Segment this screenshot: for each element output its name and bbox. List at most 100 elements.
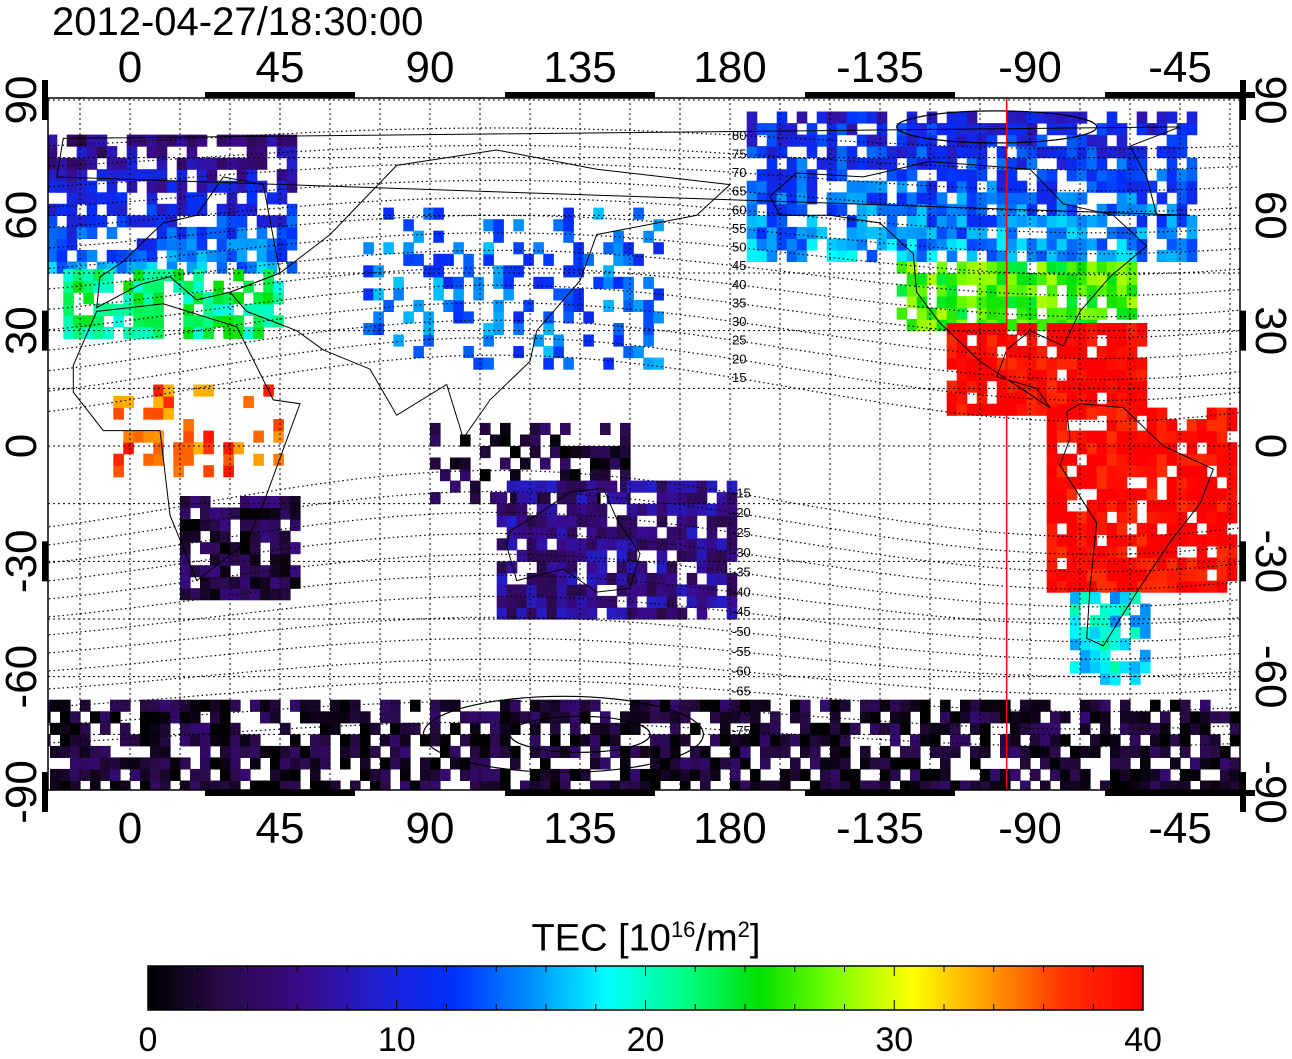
tec-cell (220, 588, 231, 601)
tec-cell (163, 396, 174, 409)
tec-cell (946, 273, 958, 286)
tec-cell (236, 169, 248, 182)
tec-cell (113, 465, 124, 478)
tec-cell (620, 745, 631, 758)
tec-cell (493, 299, 504, 312)
tec-cell (900, 757, 911, 770)
tec-cell (506, 584, 518, 597)
tec-cell (83, 292, 94, 305)
tec-cell (183, 453, 194, 466)
tec-cell (816, 226, 828, 239)
tec-cell (1150, 768, 1161, 781)
tec-cell (820, 722, 831, 735)
tec-cell (696, 503, 708, 516)
tec-cell (626, 607, 638, 620)
tec-cell (193, 442, 204, 455)
tec-cell (563, 299, 574, 312)
tec-cell (676, 492, 688, 505)
tec-cell (1096, 580, 1108, 593)
tec-cell (1016, 192, 1028, 205)
tec-cell (443, 253, 454, 266)
tec-cell (223, 453, 234, 466)
tec-cell (706, 595, 718, 608)
colorbar-tick-label: 30 (875, 1021, 914, 1059)
tec-cell (116, 157, 128, 170)
tec-cell (463, 346, 474, 359)
tec-cell (1086, 557, 1098, 570)
tec-cell (153, 442, 164, 455)
tec-cell (986, 238, 998, 251)
tec-cell (453, 242, 464, 255)
tec-cell (756, 249, 768, 262)
tec-cell (273, 419, 284, 432)
tec-cell (870, 711, 881, 724)
tec-cell (1046, 203, 1058, 216)
tec-cell (48, 215, 58, 228)
tec-cell (880, 768, 891, 781)
tec-cell (1050, 734, 1061, 747)
tec-cell (900, 722, 911, 735)
tec-cell (593, 276, 604, 289)
tec-cell (830, 745, 841, 758)
tec-cell (906, 157, 918, 170)
tec-cell (1066, 203, 1078, 216)
tec-cell (926, 238, 938, 251)
tec-cell (1146, 407, 1158, 420)
tec-cell (63, 280, 74, 293)
tec-cell (1116, 203, 1128, 216)
tec-cell (430, 757, 441, 770)
tec-cell (1046, 249, 1058, 262)
tec-cell (860, 780, 871, 790)
tec-cell (1136, 546, 1148, 559)
tec-cell (643, 334, 654, 347)
tec-cell (570, 722, 581, 735)
tec-cell (653, 311, 664, 324)
tec-cell (1166, 215, 1178, 228)
tec-cell (756, 146, 768, 159)
tec-cell (726, 595, 738, 608)
tec-cell (270, 588, 281, 601)
tec-cell (423, 334, 434, 347)
tec-cell (450, 722, 461, 735)
tec-cell (1116, 284, 1128, 297)
tec-cell (186, 203, 198, 216)
tec-cell (113, 303, 124, 316)
tec-cell (1066, 488, 1078, 501)
tec-cell (1176, 146, 1188, 159)
tec-cell (1010, 745, 1021, 758)
tec-cell (1170, 699, 1181, 712)
tec-cell (403, 219, 414, 232)
tec-cell (886, 226, 898, 239)
tec-cell (960, 699, 971, 712)
tec-cell (80, 768, 91, 781)
tec-cell (966, 403, 978, 416)
tec-cell (226, 238, 238, 251)
tec-cell (50, 768, 61, 781)
tec-cell (1116, 488, 1128, 501)
tec-cell (1106, 273, 1118, 286)
tec-cell (576, 584, 588, 597)
tec-cell (1156, 146, 1168, 159)
tec-cell (480, 422, 491, 435)
tec-cell (66, 226, 78, 239)
tec-cell (253, 303, 264, 316)
tec-cell (1156, 249, 1168, 262)
tec-cell (590, 780, 601, 790)
tec-cell (860, 757, 871, 770)
axis-ticks: 0 45 90 135 180 -135 -90 -450 45 90 135 180 -135 -90-… (0, 43, 1292, 853)
tec-cell (670, 757, 681, 770)
tec-cell (1096, 261, 1108, 274)
lon-tick-top: 0 (118, 43, 142, 92)
tec-cell (876, 157, 888, 170)
tec-cell (716, 549, 728, 562)
tec-cell (600, 734, 611, 747)
tec-cell (946, 249, 958, 262)
tec-cell (1076, 407, 1088, 420)
tec-cell (48, 261, 58, 274)
tec-cell (976, 157, 988, 170)
tec-cell (996, 380, 1008, 393)
tec-cell (1050, 757, 1061, 770)
coastline (56, 126, 1191, 216)
tec-cell (1056, 123, 1068, 136)
tec-cell (83, 326, 94, 339)
